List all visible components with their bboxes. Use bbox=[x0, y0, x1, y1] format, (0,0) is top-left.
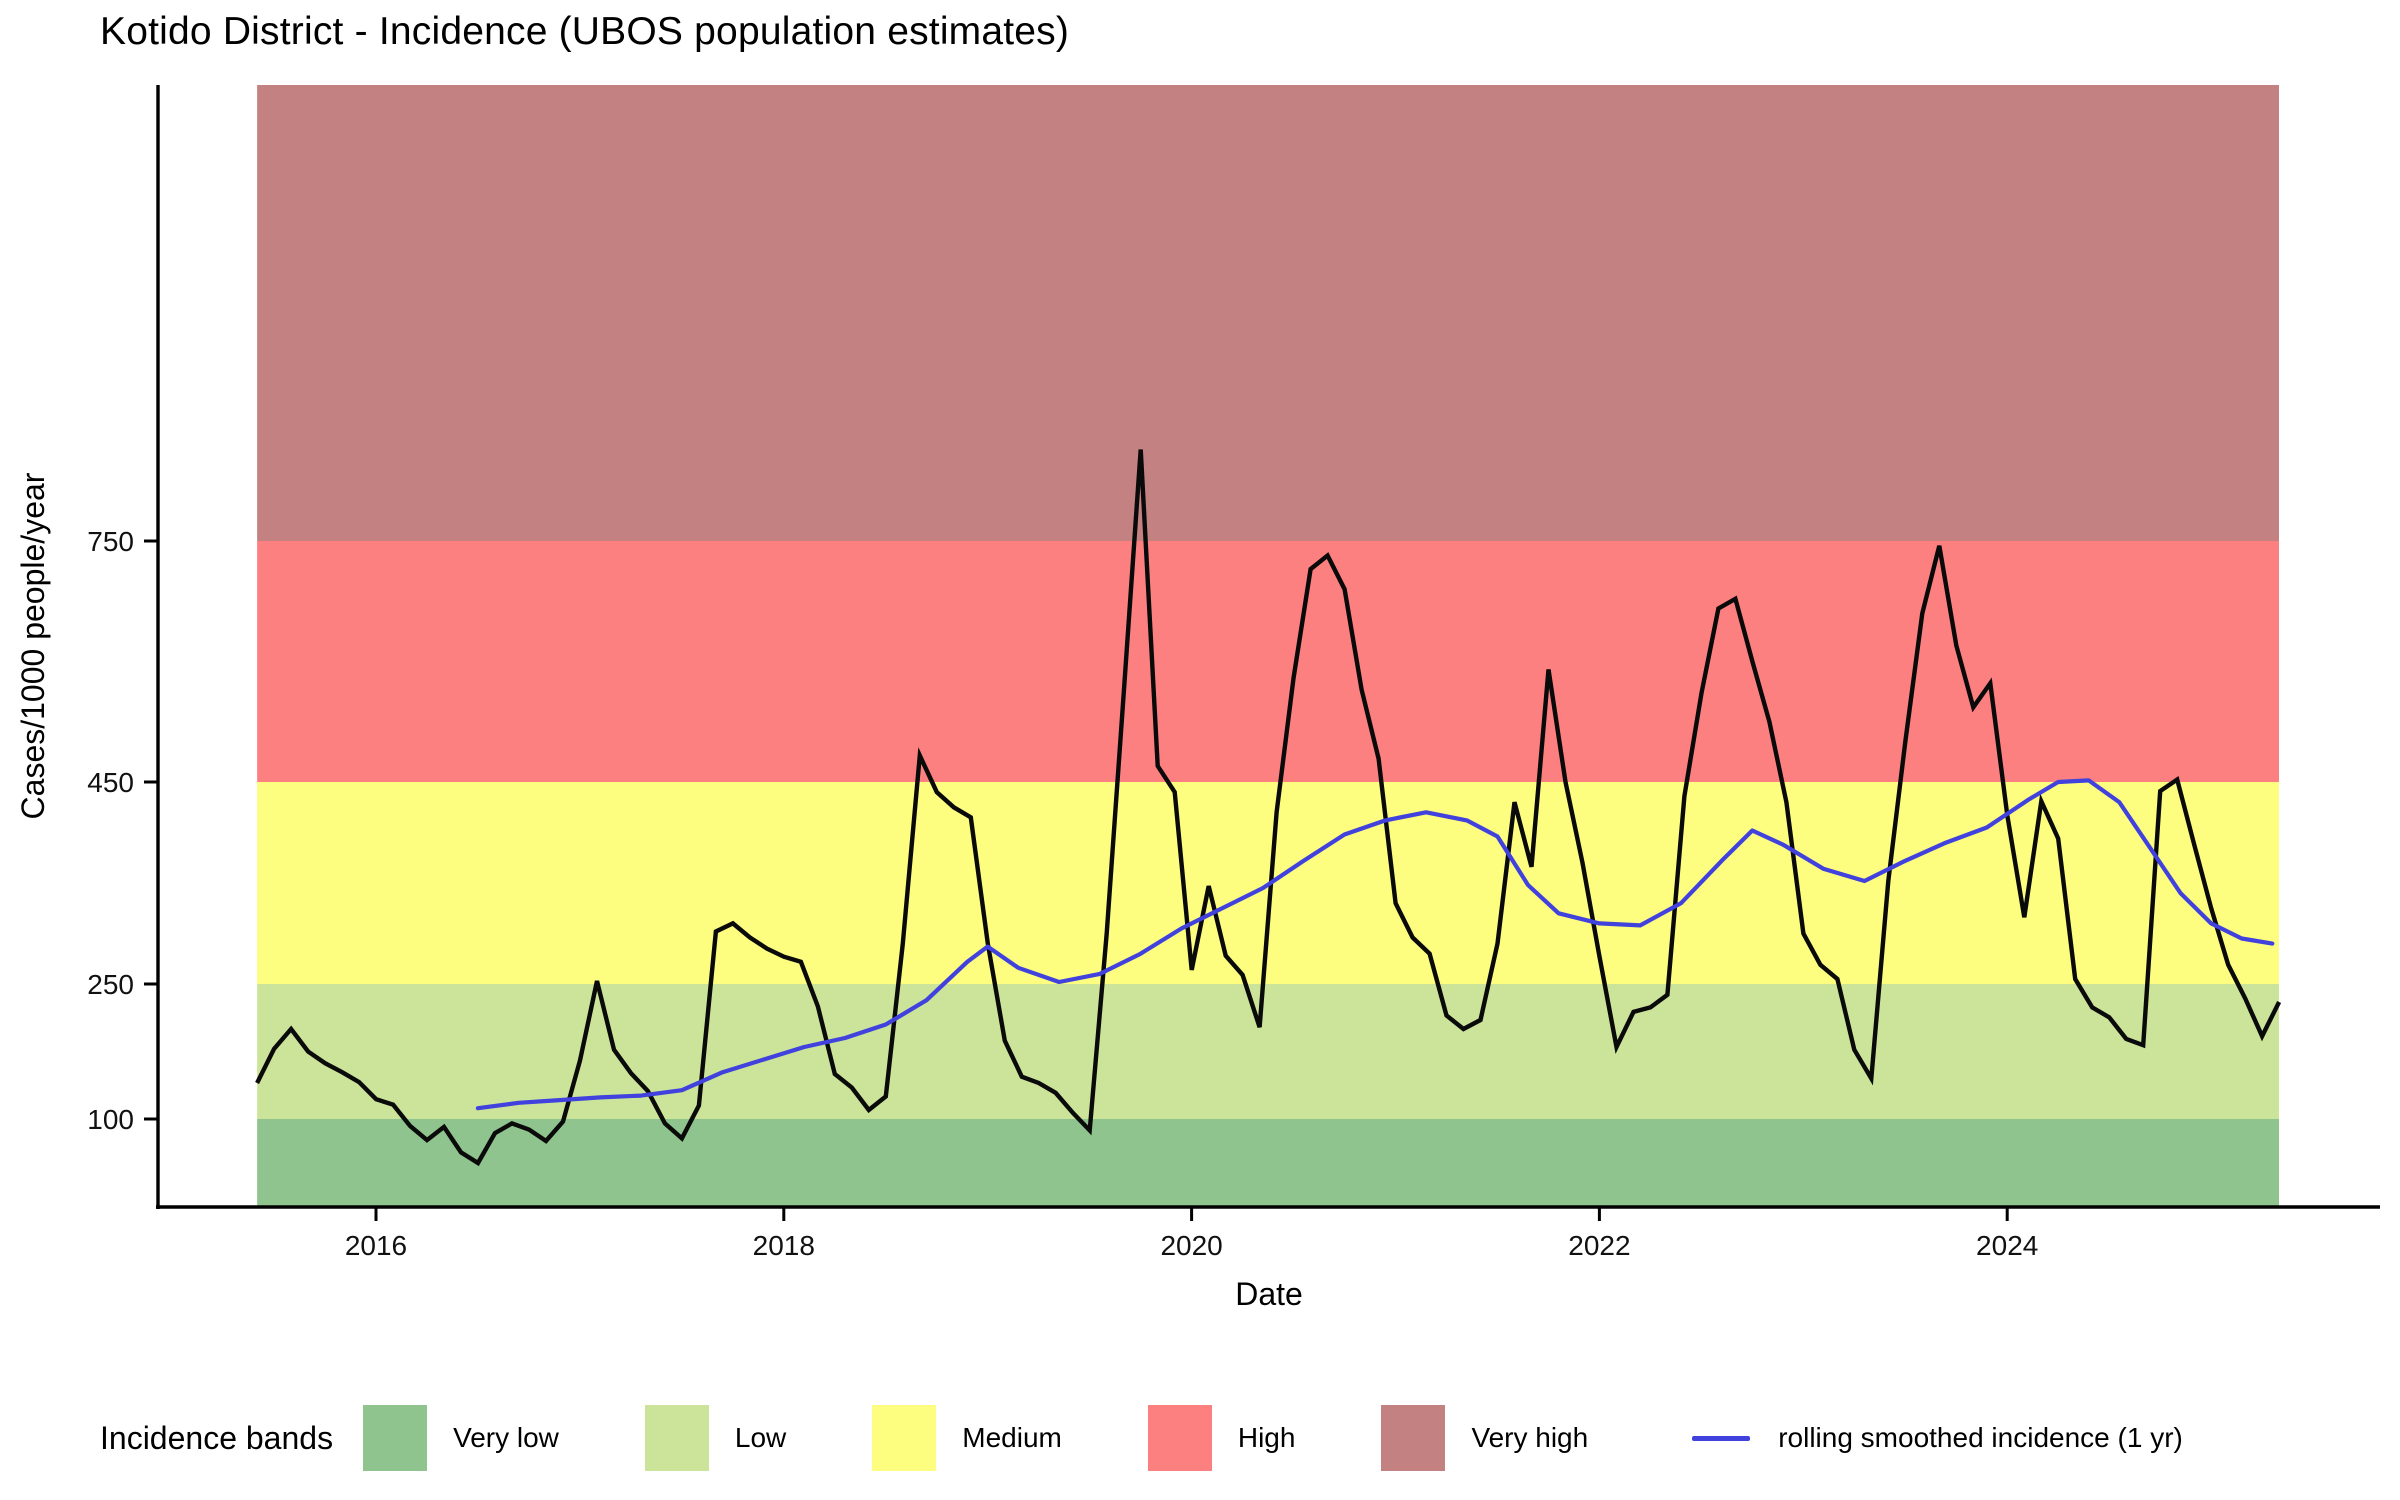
chart-title: Kotido District - Incidence (UBOS popula… bbox=[100, 10, 1070, 53]
legend-swatch bbox=[872, 1405, 937, 1471]
legend-band-label: Low bbox=[734, 1422, 787, 1453]
chart-legend: Incidence bands Very low Low Medium High Ver… bbox=[100, 1392, 2300, 1484]
y-axis-title: Cases/1000 people/year bbox=[15, 472, 51, 819]
band-very-high bbox=[257, 85, 2279, 541]
x-axis-ticks: 2016 2018 2020 2022 2024 bbox=[345, 1207, 2038, 1261]
legend-swatch bbox=[644, 1405, 709, 1471]
legend-swatch bbox=[1381, 1405, 1446, 1471]
legend-item-smoothed-line: rolling smoothed incidence (1 yr) bbox=[1692, 1422, 2183, 1454]
x-axis-title: Date bbox=[1235, 1276, 1303, 1312]
y-tick-label: 100 bbox=[87, 1104, 134, 1135]
legend-item-low: Low bbox=[644, 1405, 787, 1471]
axes bbox=[156, 85, 2380, 1209]
band-high bbox=[257, 541, 2279, 782]
y-tick-label: 250 bbox=[87, 969, 134, 1000]
legend-band-label: Very low bbox=[453, 1422, 559, 1453]
legend-item-very-low: Very low bbox=[363, 1405, 559, 1471]
legend-line-key bbox=[1692, 1435, 1751, 1441]
band-very-low bbox=[257, 1119, 2279, 1207]
legend-title: Incidence bands bbox=[100, 1419, 334, 1456]
incidence-bands bbox=[257, 85, 2279, 1207]
incidence-chart: 100 250 450 750 2016 2018 2020 2022 2024 Date Case… bbox=[15, 85, 2380, 1312]
x-tick-label: 2016 bbox=[345, 1230, 407, 1261]
x-tick-label: 2022 bbox=[1568, 1230, 1630, 1261]
x-tick-label: 2020 bbox=[1160, 1230, 1222, 1261]
legend-swatch bbox=[363, 1405, 428, 1471]
x-tick-label: 2018 bbox=[753, 1230, 815, 1261]
y-tick-label: 750 bbox=[87, 526, 134, 557]
legend-band-label: Medium bbox=[962, 1422, 1062, 1453]
y-tick-label: 450 bbox=[87, 767, 134, 798]
monthly-incidence-line bbox=[255, 449, 2282, 1167]
legend-item-medium: Medium bbox=[872, 1405, 1062, 1471]
legend-item-high: High bbox=[1147, 1405, 1296, 1471]
smoothed-incidence-line bbox=[475, 778, 2275, 1111]
legend-swatch bbox=[1147, 1405, 1212, 1471]
legend-item-very-high: Very high bbox=[1381, 1405, 1588, 1471]
x-tick-label: 2024 bbox=[1976, 1230, 2038, 1261]
legend-line-label: rolling smoothed incidence (1 yr) bbox=[1778, 1422, 2183, 1453]
legend-band-label: Very high bbox=[1471, 1422, 1589, 1453]
legend-band-label: High bbox=[1237, 1422, 1296, 1453]
y-axis-ticks: 100 250 450 750 bbox=[87, 526, 158, 1135]
